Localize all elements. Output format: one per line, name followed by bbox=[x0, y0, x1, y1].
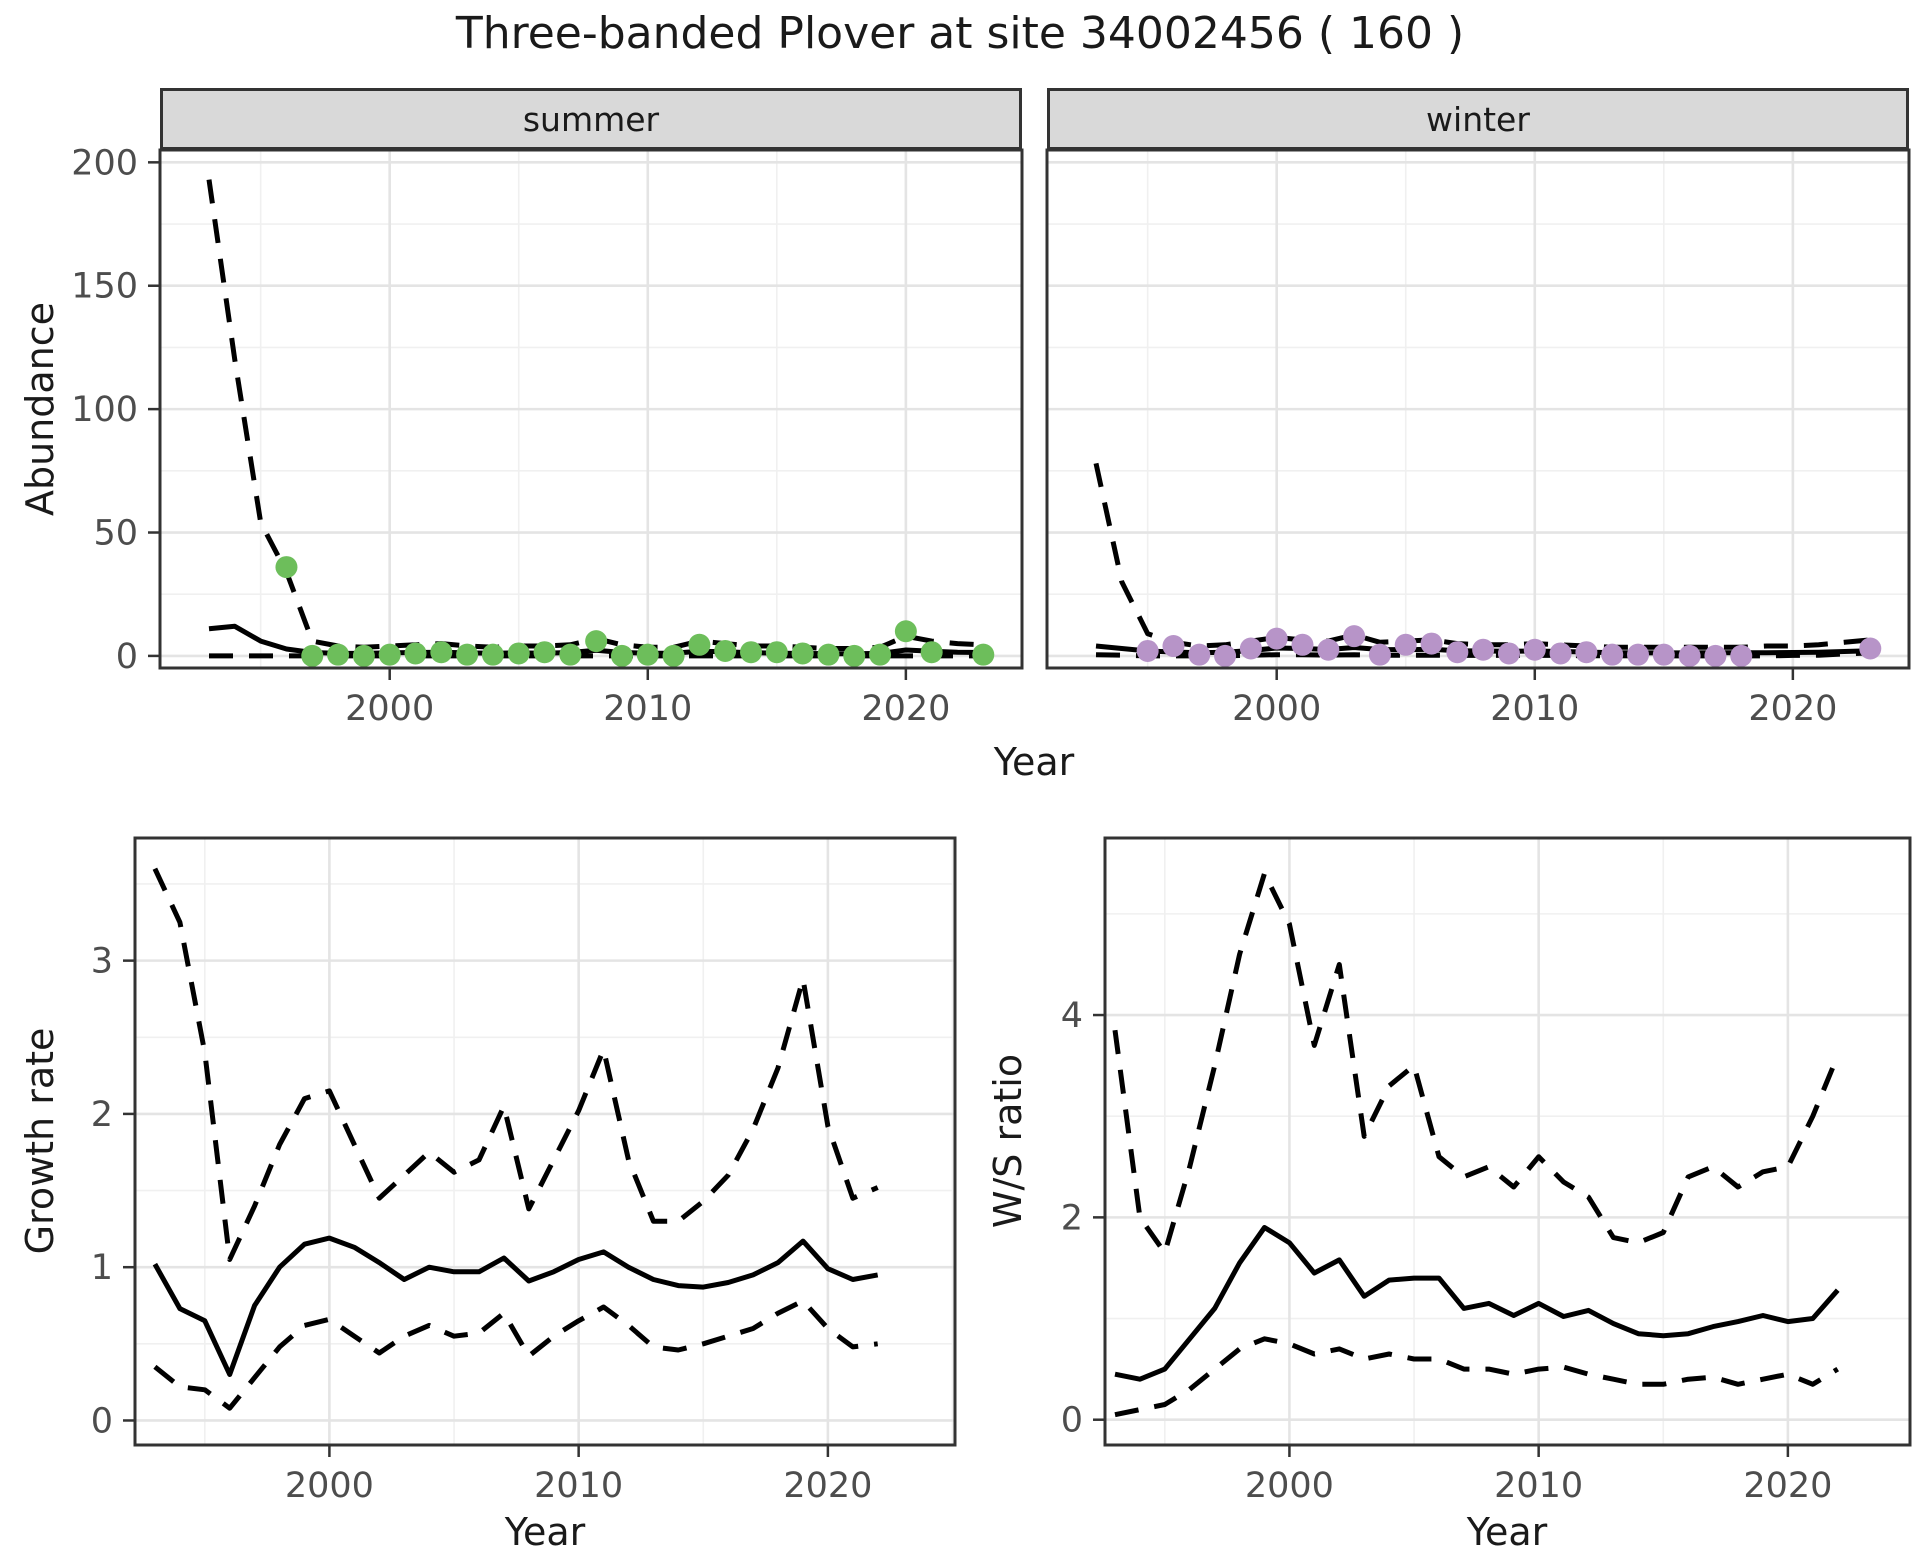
svg-text:2020: 2020 bbox=[1743, 1466, 1832, 1506]
facet-strip-winter-label: winter bbox=[1426, 99, 1530, 139]
svg-text:0: 0 bbox=[1061, 1401, 1083, 1441]
svg-text:2020: 2020 bbox=[861, 689, 950, 729]
svg-text:0: 0 bbox=[91, 1401, 113, 1441]
svg-text:2000: 2000 bbox=[345, 689, 434, 729]
facet-strip-summer: summer bbox=[160, 88, 1022, 150]
svg-text:50: 50 bbox=[93, 514, 138, 554]
svg-text:2010: 2010 bbox=[1494, 1466, 1583, 1506]
svg-text:2: 2 bbox=[1061, 1198, 1083, 1238]
growth-x-axis-title: Year bbox=[504, 1510, 586, 1554]
svg-text:2020: 2020 bbox=[1748, 689, 1837, 729]
svg-text:2000: 2000 bbox=[1245, 1466, 1334, 1506]
svg-text:2010: 2010 bbox=[603, 689, 692, 729]
svg-text:4: 4 bbox=[1061, 996, 1083, 1036]
svg-text:2000: 2000 bbox=[1232, 689, 1321, 729]
svg-text:100: 100 bbox=[71, 390, 138, 430]
svg-text:150: 150 bbox=[71, 267, 138, 307]
growth-y-axis-title: Growth rate bbox=[18, 1027, 62, 1255]
svg-text:2000: 2000 bbox=[285, 1466, 374, 1506]
svg-text:2: 2 bbox=[91, 1095, 113, 1135]
svg-text:0: 0 bbox=[116, 637, 138, 677]
svg-text:3: 3 bbox=[91, 942, 113, 982]
svg-text:2010: 2010 bbox=[1490, 689, 1579, 729]
svg-text:2010: 2010 bbox=[534, 1466, 623, 1506]
facet-strip-winter: winter bbox=[1047, 88, 1909, 150]
facet-strip-summer-label: summer bbox=[522, 99, 660, 139]
ws-y-axis-title: W/S ratio bbox=[986, 1053, 1030, 1229]
abundance-y-axis-title: Abundance bbox=[18, 301, 62, 517]
svg-text:200: 200 bbox=[71, 143, 138, 183]
svg-text:2020: 2020 bbox=[783, 1466, 872, 1506]
ws-x-axis-title: Year bbox=[1466, 1510, 1548, 1554]
abundance-x-axis-title: Year bbox=[993, 740, 1075, 784]
plot-title: Three-banded Plover at site 34002456 ( 1… bbox=[455, 8, 1465, 59]
svg-text:1: 1 bbox=[91, 1248, 113, 1288]
